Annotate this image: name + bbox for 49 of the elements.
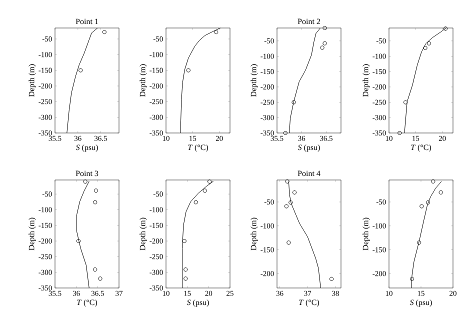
- x-axis-title: T (°C): [411, 144, 432, 152]
- point: [292, 190, 297, 194]
- y-axis-title: Depth (m): [362, 64, 370, 97]
- y-axis-title: Depth (m): [250, 64, 258, 97]
- point: [184, 276, 188, 281]
- y-axis-title: Depth (m): [140, 64, 147, 97]
- x-axis-title: S (psu): [76, 144, 98, 152]
- point: [410, 276, 414, 281]
- point: [93, 200, 98, 204]
- point: [322, 41, 327, 46]
- point: [288, 200, 293, 204]
- point: [286, 240, 291, 245]
- point: [184, 267, 188, 272]
- point: [322, 26, 327, 30]
- x-axis-title: S (psu): [410, 299, 432, 307]
- point: [292, 100, 296, 104]
- point: [431, 179, 436, 184]
- point: [76, 238, 81, 244]
- x-axis-title: S (psu): [186, 299, 209, 307]
- point: [417, 240, 422, 245]
- y-axis-title: Depth (m): [28, 64, 36, 97]
- point: [420, 204, 424, 208]
- x-axis-title: S (psu): [298, 144, 320, 152]
- x-axis-title: T (°C): [299, 299, 320, 307]
- point: [182, 238, 186, 244]
- point: [194, 200, 198, 204]
- point: [93, 267, 98, 272]
- point: [423, 46, 428, 50]
- point: [98, 276, 102, 281]
- point: [426, 200, 430, 204]
- x-axis-title: T (°C): [188, 144, 208, 152]
- chart-title: Point 1: [76, 18, 98, 24]
- y-axis-title: Depth (m): [28, 218, 36, 250]
- chart-title: Point 3: [76, 170, 98, 176]
- point: [284, 204, 289, 208]
- point: [426, 41, 432, 46]
- point: [202, 188, 207, 193]
- point: [94, 188, 98, 193]
- point: [398, 130, 402, 136]
- point: [438, 190, 443, 194]
- chart-title: Point 2: [298, 18, 320, 24]
- y-axis-title: Depth (m): [140, 218, 147, 250]
- point: [329, 276, 334, 281]
- point: [403, 100, 408, 104]
- x-axis-title: T (°C): [77, 299, 98, 307]
- y-axis-title: Depth (m): [362, 218, 370, 250]
- y-axis-title: Depth (m): [250, 218, 258, 250]
- point: [320, 46, 324, 50]
- chart-title: Point 4: [298, 170, 320, 176]
